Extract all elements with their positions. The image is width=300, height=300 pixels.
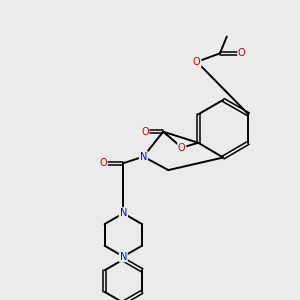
Text: O: O [141,127,149,137]
Text: O: O [193,57,201,67]
Text: N: N [140,152,147,162]
Text: O: O [238,48,246,59]
Text: O: O [99,158,107,168]
Text: O: O [178,142,186,153]
Text: N: N [120,251,127,262]
Text: N: N [120,208,127,218]
Text: N: N [120,208,127,218]
